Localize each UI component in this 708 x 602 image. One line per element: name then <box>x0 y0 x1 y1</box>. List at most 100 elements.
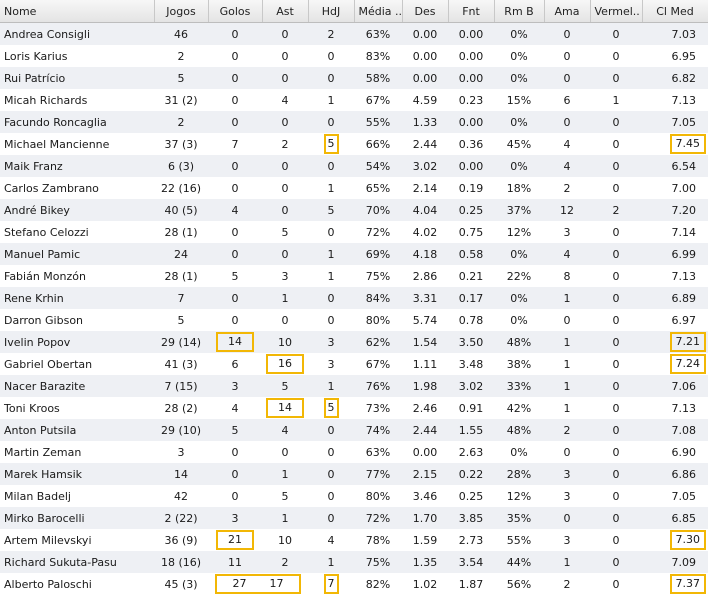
des-cell: 4.59 <box>402 89 448 111</box>
vermel-cell: 0 <box>590 573 642 595</box>
ast-cell: 16 <box>262 353 308 375</box>
col-header-nome[interactable]: Nome <box>0 0 155 23</box>
rmb-cell: 0% <box>494 287 544 309</box>
col-header-jogos[interactable]: Jogos <box>154 0 209 23</box>
rmb-cell: 44% <box>494 551 544 573</box>
hdj-cell: 7 <box>308 573 354 595</box>
clmed-cell: 7.06 <box>642 375 708 397</box>
col-header-clmed[interactable]: Cl Med <box>642 0 708 23</box>
table-row[interactable]: Artem Milevskyi 36 (9) 21 10 4 78% 1.59 2.73 55%… <box>0 529 708 551</box>
rmb-cell: 45% <box>494 133 544 155</box>
golos-cell: 4 <box>208 199 262 221</box>
clmed-cell: 6.99 <box>642 243 708 265</box>
table-row[interactable]: Darron Gibson 5 0 0 0 80% 5.74 0.78 0% 0 0 6.97 <box>0 309 708 331</box>
table-row[interactable]: Facundo Roncaglia 2 0 0 0 55% 1.33 0.00 0% 0 0 7.05 <box>0 111 708 133</box>
hdj-cell: 1 <box>308 89 354 111</box>
media-cell: 77% <box>354 463 402 485</box>
col-header-golos[interactable]: Golos <box>208 0 263 23</box>
col-header-vermel[interactable]: Vermel.. <box>590 0 643 23</box>
golos-cell: 11 <box>208 551 262 573</box>
hdj-cell: 3 <box>308 331 354 353</box>
table-row[interactable]: Michael Mancienne 37 (3) 7 2 5 66% 2.44 0.36 45%… <box>0 133 708 155</box>
table-row[interactable]: Loris Karius 2 0 0 0 83% 0.00 0.00 0% 0 0 6.95 <box>0 45 708 67</box>
table-row[interactable]: Milan Badelj 42 0 5 0 80% 3.46 0.25 12% 3 0 7.05 <box>0 485 708 507</box>
table-row[interactable]: Maik Franz 6 (3) 0 0 0 54% 3.02 0.00 0% 4 0 6.54 <box>0 155 708 177</box>
col-header-des[interactable]: Des <box>402 0 449 23</box>
vermel-cell: 0 <box>590 111 642 133</box>
table-row[interactable]: Mirko Barocelli 2 (22) 3 1 0 72% 1.70 3.85 35% 0 0… <box>0 507 708 529</box>
player-name-cell: Carlos Zambrano <box>0 177 154 199</box>
highlight-box: 7.30 <box>669 530 706 550</box>
hdj-cell: 0 <box>308 507 354 529</box>
ast-cell: 10 <box>262 529 308 551</box>
fnt-cell: 0.00 <box>448 22 494 45</box>
table-row[interactable]: Alberto Paloschi 45 (3) 27 17 7 82% 1.02 1.87 56… <box>0 573 708 595</box>
col-header-rmb[interactable]: Rm B <box>494 0 545 23</box>
col-header-fnt[interactable]: Fnt <box>448 0 495 23</box>
table-row[interactable]: Fabián Monzón 28 (1) 5 3 1 75% 2.86 0.21 22% 8 0 7.… <box>0 265 708 287</box>
vermel-cell: 0 <box>590 22 642 45</box>
clmed-cell: 6.89 <box>642 287 708 309</box>
ast-cell: 0 <box>262 199 308 221</box>
jogos-cell: 2 (22) <box>154 507 208 529</box>
col-header-ama[interactable]: Ama <box>544 0 591 23</box>
fnt-cell: 1.55 <box>448 419 494 441</box>
fnt-cell: 0.00 <box>448 155 494 177</box>
hdj-cell: 0 <box>308 155 354 177</box>
table-row[interactable]: Rui Patrício 5 0 0 0 58% 0.00 0.00 0% 0 0 6.82 <box>0 67 708 89</box>
clmed-cell: 6.54 <box>642 155 708 177</box>
table-row[interactable]: Nacer Barazite 7 (15) 3 5 1 76% 1.98 3.02 33% 1 0 7… <box>0 375 708 397</box>
fnt-cell: 2.63 <box>448 441 494 463</box>
vermel-cell: 0 <box>590 485 642 507</box>
table-header-row: Nome Jogos Golos Ast HdJ Média .. Des Fn… <box>0 0 708 23</box>
table-row[interactable]: Anton Putsila 29 (10) 5 4 0 74% 2.44 1.55 48% 2 0 7… <box>0 419 708 441</box>
vermel-cell: 2 <box>590 199 642 221</box>
ama-cell: 1 <box>544 375 590 397</box>
media-cell: 72% <box>354 221 402 243</box>
fnt-cell: 0.75 <box>448 221 494 243</box>
ama-cell: 1 <box>544 353 590 375</box>
highlight-box: 7.21 <box>669 332 706 352</box>
ama-cell: 1 <box>544 331 590 353</box>
ast-cell: 10 <box>262 331 308 353</box>
des-cell: 2.14 <box>402 177 448 199</box>
table-row[interactable]: André Bikey 40 (5) 4 0 5 70% 4.04 0.25 37% 12 2 7.2… <box>0 199 708 221</box>
table-row[interactable]: Micah Richards 31 (2) 0 4 1 67% 4.59 0.23 15% 6 1 7… <box>0 89 708 111</box>
table-row[interactable]: Toni Kroos 28 (2) 4 14 5 73% 2.46 0.91 42% 1 0 7.13 <box>0 397 708 419</box>
table-row[interactable]: Richard Sukuta-Pasu 18 (16) 11 2 1 75% 1.35 3.5… <box>0 551 708 573</box>
table-row[interactable]: Ivelin Popov 29 (14) 14 10 3 62% 1.54 3.50 48% 1 0… <box>0 331 708 353</box>
media-cell: 62% <box>354 331 402 353</box>
rmb-cell: 28% <box>494 463 544 485</box>
table-row[interactable]: Stefano Celozzi 28 (1) 0 5 0 72% 4.02 0.75 12% 3 0… <box>0 221 708 243</box>
fnt-cell: 0.00 <box>448 67 494 89</box>
vermel-cell: 0 <box>590 397 642 419</box>
table-row[interactable]: Manuel Pamic 24 0 0 1 69% 4.18 0.58 0% 4 0 6.99 <box>0 243 708 265</box>
table-row[interactable]: Rene Krhin 7 0 1 0 84% 3.31 0.17 0% 1 0 6.89 <box>0 287 708 309</box>
table-row[interactable]: Carlos Zambrano 22 (16) 0 0 1 65% 2.14 0.19 18% 2… <box>0 177 708 199</box>
col-header-hdj[interactable]: HdJ <box>308 0 355 23</box>
highlight-box: 5 <box>323 134 339 154</box>
jogos-cell: 41 (3) <box>154 353 208 375</box>
golos-cell: 0 <box>208 485 262 507</box>
hdj-cell: 0 <box>308 287 354 309</box>
vermel-cell: 0 <box>590 551 642 573</box>
hdj-cell: 3 <box>308 353 354 375</box>
vermel-cell: 0 <box>590 441 642 463</box>
rmb-cell: 0% <box>494 22 544 45</box>
vermel-cell: 0 <box>590 265 642 287</box>
player-name-cell: Milan Badelj <box>0 485 154 507</box>
ast-cell: 1 <box>262 463 308 485</box>
media-cell: 69% <box>354 243 402 265</box>
table-row[interactable]: Gabriel Obertan 41 (3) 6 16 3 67% 1.11 3.48 38% 1… <box>0 353 708 375</box>
table-row[interactable]: Andrea Consigli 46 0 0 2 63% 0.00 0.00 0% 0 0 7.03 <box>0 22 708 45</box>
des-cell: 0.00 <box>402 22 448 45</box>
table-row[interactable]: Martin Zeman 3 0 0 0 63% 0.00 2.63 0% 0 0 6.90 <box>0 441 708 463</box>
ama-cell: 2 <box>544 573 590 595</box>
ast-cell: 0 <box>262 67 308 89</box>
rmb-cell: 0% <box>494 111 544 133</box>
table-row[interactable]: Marek Hamsik 14 0 1 0 77% 2.15 0.22 28% 3 0 6.86 <box>0 463 708 485</box>
col-header-ast[interactable]: Ast <box>262 0 309 23</box>
col-header-media[interactable]: Média .. <box>354 0 403 23</box>
golos-cell: 21 <box>208 529 262 551</box>
des-cell: 2.44 <box>402 133 448 155</box>
